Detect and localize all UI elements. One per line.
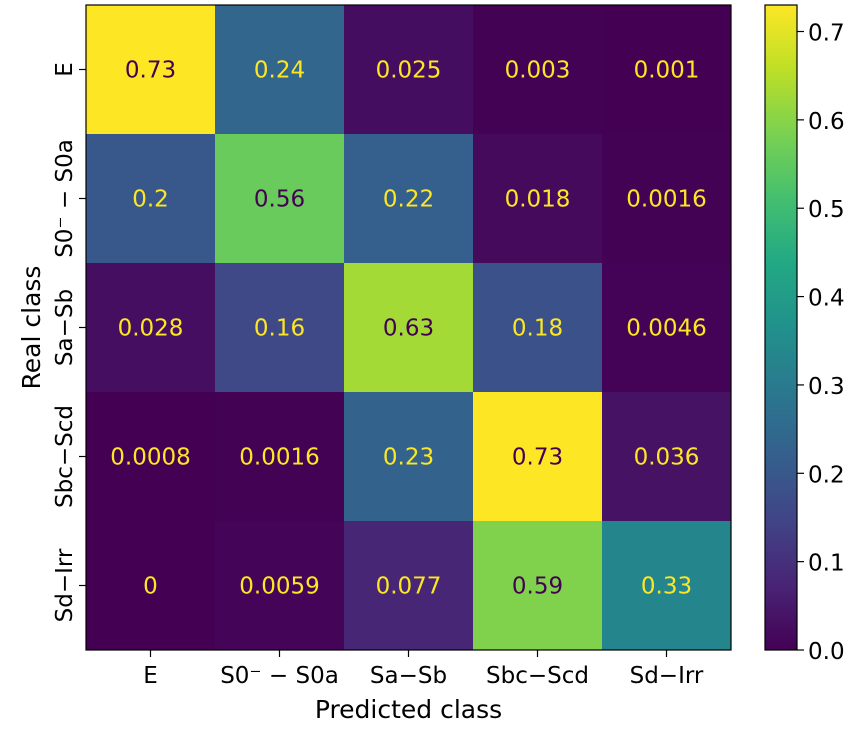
heatmap-cell bbox=[344, 134, 474, 264]
heatmap-cell bbox=[344, 521, 474, 651]
heatmap-cell bbox=[215, 392, 345, 522]
y-tick-label: Sa−Sb bbox=[52, 289, 78, 366]
colorbar-tick-label: 0.2 bbox=[808, 462, 845, 488]
heatmap-cell bbox=[473, 392, 603, 522]
colorbar-tick-label: 0.4 bbox=[808, 286, 845, 312]
heatmap-cell bbox=[602, 263, 732, 393]
heatmap-cell bbox=[215, 134, 345, 264]
heatmap-cell bbox=[86, 263, 216, 393]
cell-value-label: 0.24 bbox=[254, 58, 305, 84]
x-tick-label: Sa−Sb bbox=[370, 663, 447, 689]
cell-value-label: 0.59 bbox=[512, 574, 563, 600]
cell-value-label: 0.077 bbox=[376, 574, 442, 600]
heatmap-cell bbox=[602, 134, 732, 264]
cell-value-label: 0.2 bbox=[132, 187, 169, 213]
heatmap-cell bbox=[344, 392, 474, 522]
cell-value-label: 0.73 bbox=[512, 445, 563, 471]
heatmap-cell bbox=[473, 521, 603, 651]
heatmap-cell bbox=[473, 263, 603, 393]
heatmap-cell bbox=[215, 521, 345, 651]
colorbar-tick-label: 0.3 bbox=[808, 374, 845, 400]
x-axis-label: Predicted class bbox=[315, 695, 502, 724]
colorbar-ticks: 0.0 0.1 0.2 0.3 0.4 0.5 0.6 0.7 bbox=[797, 21, 845, 665]
heatmap-cell bbox=[473, 134, 603, 264]
cell-value-label: 0.028 bbox=[118, 316, 184, 342]
heatmap-cell bbox=[602, 521, 732, 651]
cell-value-label: 0.16 bbox=[254, 316, 305, 342]
cell-value-label: 0.025 bbox=[376, 58, 442, 84]
y-tick-label: Sbc−Scd bbox=[52, 405, 78, 508]
y-tick-label: S0⁻ − S0a bbox=[52, 139, 78, 258]
x-tick-label: S0⁻ − S0a bbox=[220, 663, 339, 689]
heatmap-cell bbox=[344, 5, 474, 135]
x-tick-label: Sbc−Scd bbox=[486, 663, 589, 689]
cell-value-label: 0 bbox=[143, 574, 158, 600]
colorbar-tick-label: 0.7 bbox=[808, 21, 845, 47]
cell-value-label: 0.001 bbox=[634, 58, 700, 84]
cell-value-label: 0.56 bbox=[254, 187, 305, 213]
cell-value-label: 0.036 bbox=[634, 445, 700, 471]
heatmap-cell bbox=[215, 263, 345, 393]
heatmap-cells bbox=[86, 5, 732, 651]
colorbar-tick-label: 0.0 bbox=[808, 639, 845, 665]
cell-value-label: 0.23 bbox=[383, 445, 434, 471]
cell-value-label: 0.0046 bbox=[626, 316, 706, 342]
x-tick-label: E bbox=[143, 663, 158, 689]
cell-value-label: 0.22 bbox=[383, 187, 434, 213]
y-tick-label: Sd−Irr bbox=[52, 548, 78, 622]
heatmap-cell bbox=[86, 392, 216, 522]
y-tick-label: E bbox=[52, 62, 78, 77]
heatmap-cell bbox=[344, 263, 474, 393]
y-axis-label: Real class bbox=[17, 266, 46, 390]
colorbar bbox=[764, 4, 798, 651]
colorbar-tick-label: 0.1 bbox=[808, 551, 845, 577]
cell-value-label: 0.0016 bbox=[239, 445, 319, 471]
cell-value-label: 0.0008 bbox=[110, 445, 190, 471]
heatmap-cell bbox=[473, 5, 603, 135]
y-axis-ticks: E S0⁻ − S0a Sa−Sb Sbc−Scd Sd−Irr bbox=[52, 62, 86, 622]
colorbar-tick-label: 0.5 bbox=[808, 197, 845, 223]
heatmap-cell bbox=[602, 392, 732, 522]
cell-value-label: 0.63 bbox=[383, 316, 434, 342]
cell-value-label: 0.18 bbox=[512, 316, 563, 342]
heatmap-cell bbox=[602, 5, 732, 135]
cell-value-label: 0.0016 bbox=[626, 187, 706, 213]
colorbar-tick-label: 0.6 bbox=[808, 109, 845, 135]
heatmap-cell bbox=[86, 134, 216, 264]
cell-value-label: 0.0059 bbox=[239, 574, 319, 600]
cell-value-label: 0.73 bbox=[125, 58, 176, 84]
x-axis-ticks: E S0⁻ − S0a Sa−Sb Sbc−Scd Sd−Irr bbox=[143, 650, 704, 689]
heatmap-cell-labels: 0.73 0.24 0.025 0.003 0.001 0.2 0.56 0.22 0.018 0… bbox=[110, 58, 706, 600]
heatmap-cell bbox=[86, 521, 216, 651]
cell-value-label: 0.33 bbox=[641, 574, 692, 600]
heatmap-cell bbox=[86, 5, 216, 135]
heatmap-cell bbox=[215, 5, 345, 135]
cell-value-label: 0.003 bbox=[505, 58, 571, 84]
cell-value-label: 0.018 bbox=[505, 187, 571, 213]
x-tick-label: Sd−Irr bbox=[630, 663, 704, 689]
